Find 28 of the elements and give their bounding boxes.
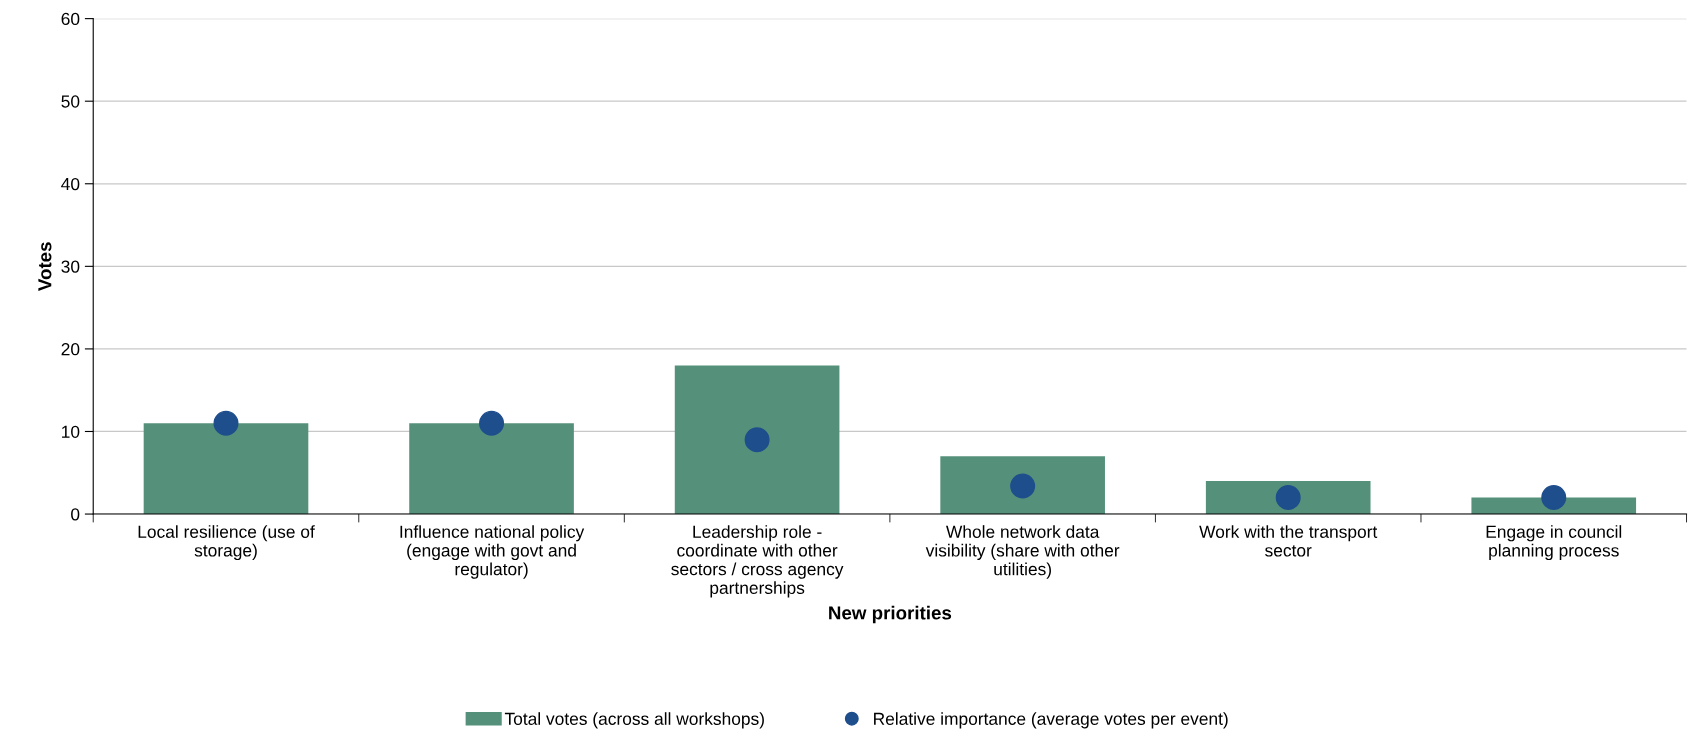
x-tick-label: Whole network data visibility (share with other utilities) [925,525,1120,579]
y-tick-label: 50 [61,95,80,108]
y-tick-label: 30 [61,260,80,273]
x-tick-label: Leadership role - coordinate with other sectors / cross agency partnerships [671,525,844,598]
y-axis-title: Votes [38,242,52,292]
point [1275,485,1301,511]
x-tick-label: Local resilience (use of storage) [138,525,315,561]
x-tick-label: Influence national policy (engage with govt and regulator) [400,525,585,579]
y-tick-label: 20 [61,343,80,356]
bar [674,365,840,515]
x-tick-label: Work with the transport sector [1199,525,1378,557]
point [744,427,770,453]
bar [1205,481,1371,515]
legend-label: Total votes (across all workshops) [504,712,764,729]
point [1541,485,1567,511]
y-tick-label: 60 [61,12,80,26]
y-tick-label: 40 [61,177,80,191]
y-tick-label: 10 [62,425,80,438]
x-axis-title: New priorities [829,605,952,624]
legend-label: Relative importance (average votes per event) [874,712,1228,729]
x-tick-label: Engage in council planning process [1486,525,1622,561]
bar [940,456,1105,515]
bar [409,423,574,515]
y-tick-label: 0 [71,508,80,521]
point [479,410,505,436]
point [1010,473,1036,499]
point [213,410,239,436]
bar [143,423,309,515]
